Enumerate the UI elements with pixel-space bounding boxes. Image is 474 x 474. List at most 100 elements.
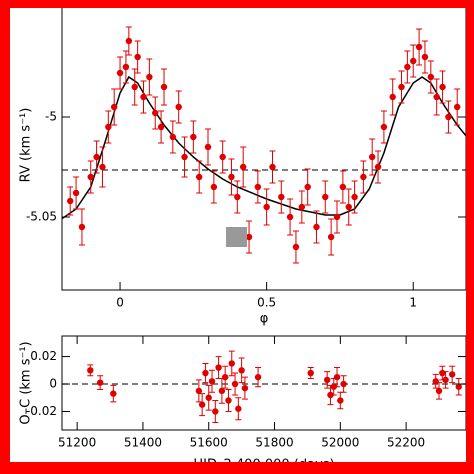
data-point	[87, 367, 94, 374]
data-point	[181, 153, 188, 161]
data-point	[238, 367, 245, 374]
data-point	[152, 109, 159, 117]
plot-area	[62, 350, 466, 423]
data-point	[125, 37, 133, 45]
data-point	[439, 83, 446, 91]
data-point	[445, 113, 452, 121]
data-point	[239, 163, 247, 171]
y-axis-label: O–C (km s⁻¹)	[19, 341, 34, 424]
data-point	[292, 243, 300, 251]
marker-box	[226, 227, 247, 247]
x-tick-label: 51400	[124, 436, 162, 450]
data-point	[345, 203, 352, 211]
data-point	[278, 193, 285, 201]
data-point	[221, 373, 229, 381]
y-axis-label: RV (km s⁻¹)	[19, 108, 34, 183]
data-point	[228, 360, 235, 367]
y-tick-label: 0.02	[30, 349, 57, 363]
data-point	[219, 153, 226, 161]
data-point	[322, 193, 329, 201]
data-point	[157, 123, 165, 131]
data-point	[340, 380, 347, 388]
data-point	[304, 183, 311, 191]
data-point	[87, 173, 94, 181]
data-point	[433, 93, 440, 101]
model-curve	[62, 75, 466, 220]
data-point	[195, 387, 203, 395]
data-point	[202, 369, 209, 377]
data-point	[234, 193, 241, 201]
data-point	[122, 63, 130, 71]
x-tick-label: 51600	[190, 436, 228, 450]
data-point	[368, 153, 376, 161]
data-point	[99, 163, 106, 171]
data-point	[448, 371, 456, 378]
x-tick-label: 0.5	[257, 296, 276, 310]
y-tick-label: 0	[49, 377, 57, 391]
data-point	[218, 387, 226, 395]
data-point	[245, 233, 253, 241]
data-point	[360, 173, 367, 181]
data-point	[235, 405, 242, 412]
data-point	[212, 408, 219, 415]
data-point	[196, 173, 203, 181]
data-point	[333, 373, 341, 381]
x-tick-label: 0	[116, 296, 124, 310]
data-point	[254, 373, 262, 381]
data-point	[455, 383, 462, 390]
data-point	[439, 369, 446, 377]
data-point	[432, 378, 439, 385]
data-point	[140, 93, 147, 101]
data-point	[110, 390, 117, 397]
data-point	[327, 233, 335, 241]
data-point	[215, 364, 222, 371]
data-point	[410, 57, 417, 65]
data-point	[427, 73, 435, 81]
data-point	[298, 203, 306, 211]
x-tick-label: 51800	[255, 436, 293, 450]
axes-box	[61, 335, 467, 431]
data-point	[225, 397, 232, 404]
axes-box	[61, 0, 467, 291]
x-tick-label: 1	[409, 296, 417, 310]
data-point	[116, 69, 124, 77]
x-axis-label: φ	[260, 312, 269, 327]
data-point	[435, 387, 443, 395]
data-point	[146, 73, 153, 81]
data-point	[351, 193, 358, 201]
plot-area	[62, 26, 466, 264]
data-point	[421, 53, 429, 61]
x-tick-label: 51200	[58, 436, 96, 450]
data-point	[241, 384, 249, 392]
data-point	[160, 83, 168, 91]
data-point	[327, 391, 334, 399]
data-point	[415, 43, 423, 51]
data-point	[323, 376, 331, 384]
x-tick-label: 52200	[387, 436, 425, 450]
data-point	[110, 103, 118, 111]
data-point	[313, 223, 320, 231]
data-point	[78, 223, 86, 231]
data-point	[307, 369, 314, 377]
data-point	[131, 83, 138, 91]
data-point	[454, 103, 461, 111]
x-tick-label: 52000	[321, 436, 359, 450]
data-point	[228, 173, 235, 181]
data-point	[389, 93, 396, 101]
data-point	[105, 123, 112, 131]
data-point	[333, 213, 341, 221]
data-point	[210, 183, 218, 191]
data-point	[93, 153, 100, 161]
data-point	[330, 383, 337, 390]
y-tick-label: -0.02	[26, 404, 57, 418]
data-point	[198, 401, 206, 408]
data-point	[208, 378, 216, 385]
data-point	[134, 53, 141, 61]
data-point	[204, 143, 212, 151]
y-tick-label: -5	[45, 110, 57, 124]
data-point	[96, 379, 104, 386]
data-point	[339, 183, 347, 191]
data-point	[175, 103, 182, 111]
